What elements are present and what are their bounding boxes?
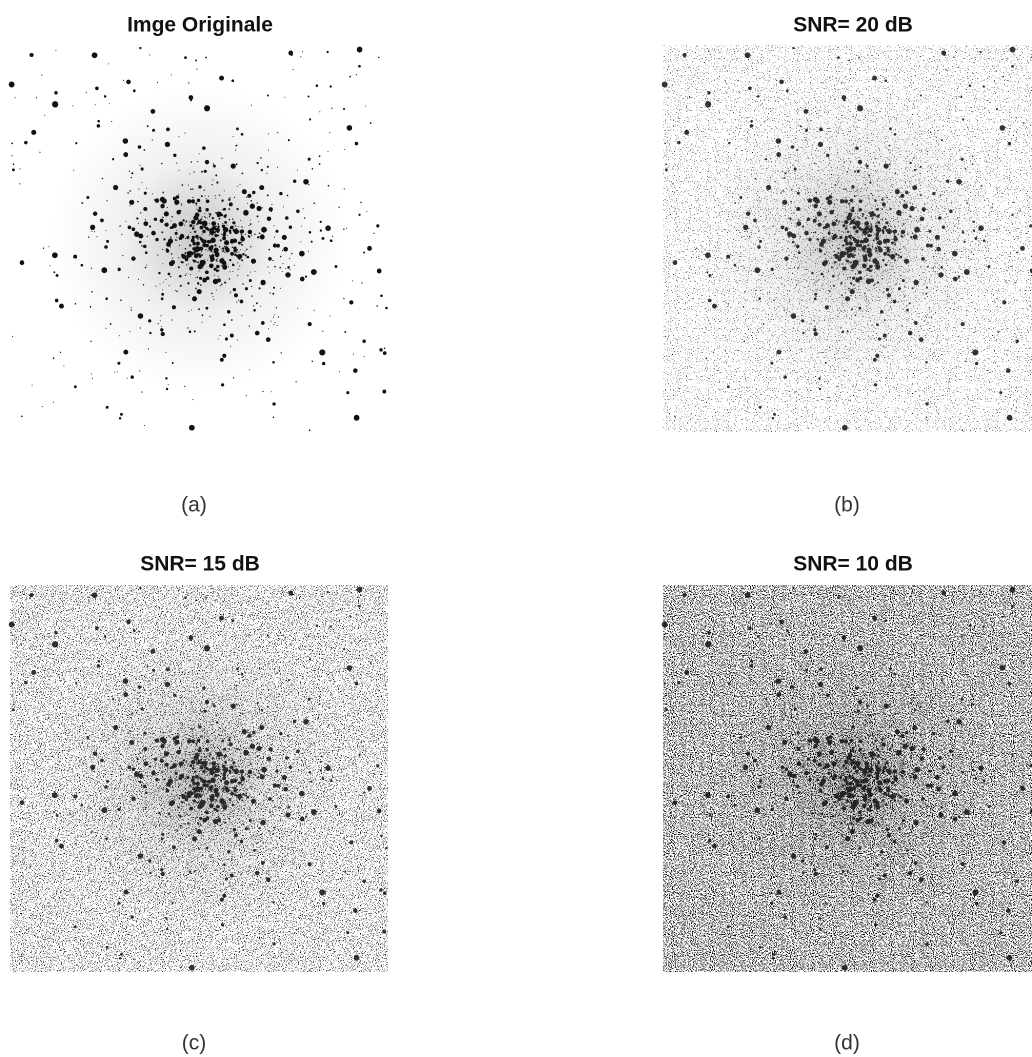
noise <box>10 585 388 972</box>
page: {"panels": [ {"title": "Imge Originale",… <box>0 0 1032 1057</box>
panel <box>662 585 1032 972</box>
panel-caption: (c) <box>182 1032 207 1055</box>
panel-title: SNR= 20 dB <box>793 14 913 37</box>
panel-title: SNR= 10 dB <box>793 553 913 576</box>
panel-caption: (b) <box>834 494 860 517</box>
panel <box>9 585 388 972</box>
panel-caption: (a) <box>181 494 207 517</box>
figure: Imge Originale (a) SNR= 20 dB (b) SNR= 15 dB… <box>0 0 1032 1057</box>
panel <box>662 45 1032 432</box>
panel-title: SNR= 15 dB <box>140 553 260 576</box>
panel <box>9 45 388 432</box>
panel-title: Imge Originale <box>127 14 273 37</box>
panel-caption: (d) <box>834 1032 860 1055</box>
cluster-halo <box>50 85 348 392</box>
